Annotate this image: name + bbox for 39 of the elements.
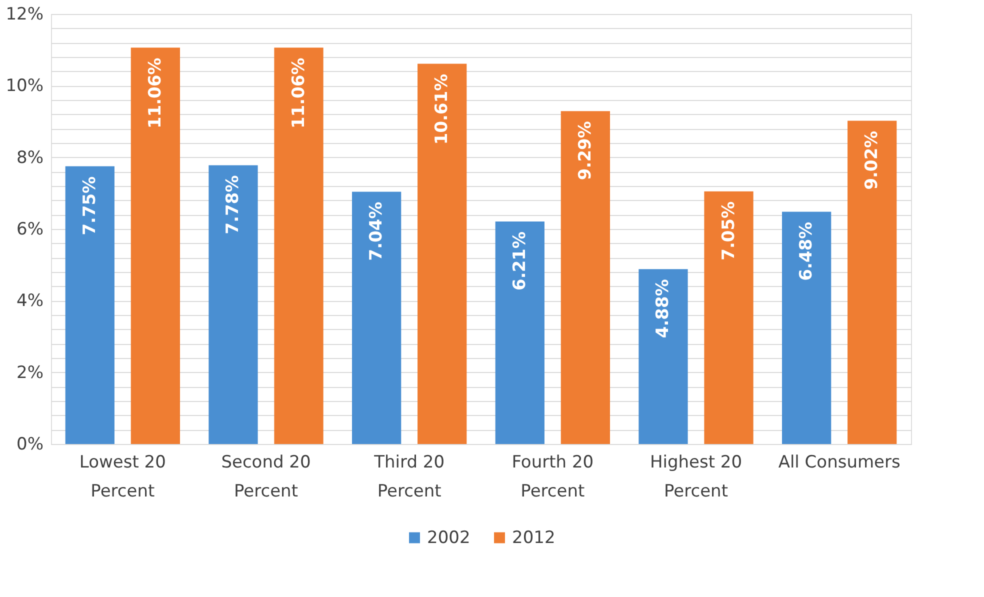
bar <box>65 166 114 444</box>
data-label: 6.21% <box>510 231 530 290</box>
legend-label: 2002 <box>427 528 470 548</box>
x-tick-label: Lowest 20 Percent <box>79 452 166 502</box>
data-label: 6.48% <box>796 222 817 281</box>
data-label: 7.75% <box>80 176 100 236</box>
data-label: 11.06% <box>145 58 166 128</box>
bar <box>352 192 402 444</box>
y-tick-label: 12% <box>6 4 44 24</box>
y-tick-label: 2% <box>16 362 44 383</box>
bar <box>848 120 897 444</box>
data-label: 9.02% <box>862 130 882 190</box>
bar <box>782 212 832 444</box>
data-label: 10.61% <box>432 74 452 145</box>
data-label: 4.88% <box>653 279 674 338</box>
bar <box>495 221 544 444</box>
bar <box>208 165 258 444</box>
bar <box>560 111 610 444</box>
bar <box>130 48 180 444</box>
data-label: 7.05% <box>718 201 739 260</box>
y-tick-label: 4% <box>16 291 44 312</box>
data-label: 11.06% <box>288 58 309 128</box>
bar <box>704 191 754 444</box>
data-label: 7.04% <box>366 202 387 261</box>
bar <box>418 64 467 444</box>
x-tick-label: Highest 20 Percent <box>650 452 742 502</box>
y-tick-label: 10% <box>6 76 44 96</box>
x-tick-label: Fourth 20 Percent <box>512 452 594 502</box>
x-tick-label: All Consumers <box>778 452 900 472</box>
data-label: 9.29% <box>575 121 596 180</box>
bar <box>274 48 324 444</box>
y-tick-label: 0% <box>16 434 44 454</box>
y-tick-label: 6% <box>16 220 44 240</box>
bar <box>638 269 688 444</box>
x-tick-label: Second 20 Percent <box>221 452 311 502</box>
legend-label: 2012 <box>512 528 556 548</box>
data-label: 7.78% <box>223 175 244 234</box>
x-tick-label: Third 20 Percent <box>373 452 445 502</box>
y-tick-label: 8% <box>16 148 44 168</box>
